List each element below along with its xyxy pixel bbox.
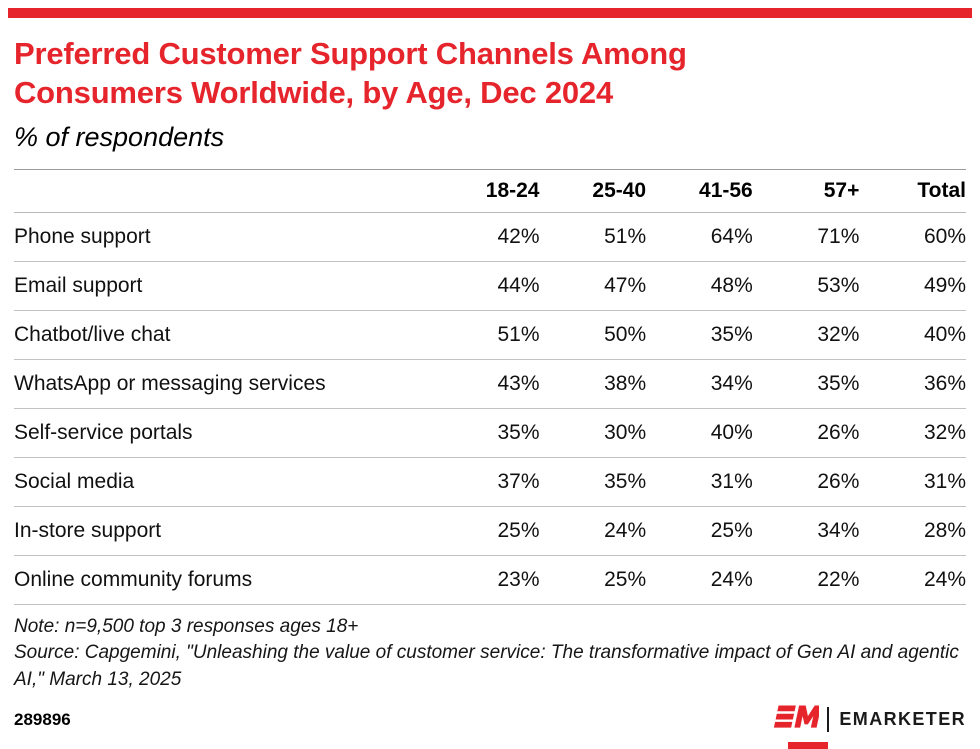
cell-value: 35% <box>432 408 540 459</box>
top-accent-bar <box>8 8 972 18</box>
chart-id: 289896 <box>14 709 71 729</box>
table-row: Phone support 42% 51% 64% 71% 60% <box>14 212 966 263</box>
cell-value: 28% <box>859 506 966 557</box>
cell-value: 44% <box>432 261 540 312</box>
cell-value: 34% <box>646 359 753 410</box>
cell-value: 71% <box>752 212 860 263</box>
cell-value: 37% <box>432 457 540 508</box>
cell-value: 26% <box>752 457 860 508</box>
cell-value: 60% <box>859 212 966 263</box>
bottom-partial-logo-bar <box>788 742 828 749</box>
column-header-spacer <box>14 169 433 214</box>
cell-value: 35% <box>539 457 647 508</box>
cell-value: 40% <box>859 310 966 361</box>
table-header-row: 18-24 25-40 41-56 57+ Total <box>14 169 966 214</box>
row-label: In-store support <box>14 506 433 557</box>
table-row: WhatsApp or messaging services 43% 38% 3… <box>14 359 966 410</box>
cell-value: 31% <box>859 457 966 508</box>
cell-value: 32% <box>859 408 966 459</box>
brand-name: EMARKETER <box>839 709 966 729</box>
cell-value: 31% <box>646 457 753 508</box>
cell-value: 43% <box>432 359 540 410</box>
cell-value: 23% <box>432 555 540 606</box>
row-label: Chatbot/live chat <box>14 310 433 361</box>
row-label: Social media <box>14 457 433 508</box>
cell-value: 36% <box>859 359 966 410</box>
table-row: Self-service portals 35% 30% 40% 26% 32% <box>14 408 966 459</box>
cell-value: 40% <box>646 408 753 459</box>
column-header: Total <box>859 169 966 214</box>
row-label: Online community forums <box>14 555 433 606</box>
cell-value: 64% <box>646 212 753 263</box>
cell-value: 51% <box>539 212 647 263</box>
row-label: Email support <box>14 261 433 312</box>
cell-value: 22% <box>752 555 860 606</box>
cell-value: 30% <box>539 408 647 459</box>
column-header: 25-40 <box>539 169 647 214</box>
cell-value: 24% <box>539 506 647 557</box>
cell-value: 49% <box>859 261 966 312</box>
note-text: Note: n=9,500 top 3 responses ages 18+ <box>14 616 359 638</box>
cell-value: 24% <box>859 555 966 606</box>
row-label: Self-service portals <box>14 408 433 459</box>
data-table: 18-24 25-40 41-56 57+ Total Phone suppor… <box>14 169 966 606</box>
row-label: WhatsApp or messaging services <box>14 359 433 410</box>
page-subtitle: % of respondents <box>14 122 225 153</box>
table-row: Chatbot/live chat 51% 50% 35% 32% 40% <box>14 310 966 361</box>
cell-value: 53% <box>752 261 860 312</box>
cell-value: 34% <box>752 506 860 557</box>
cell-value: 35% <box>646 310 753 361</box>
cell-value: 25% <box>539 555 647 606</box>
column-header: 57+ <box>752 169 860 214</box>
chart-content: Preferred Customer Support Channels Amon… <box>0 18 980 693</box>
footer: 289896 EMARKETER <box>14 704 966 735</box>
page-title-line2: Consumers Worldwide, by Age, Dec 2024 <box>14 75 614 111</box>
column-header: 41-56 <box>646 169 753 214</box>
table-row: Social media 37% 35% 31% 26% 31% <box>14 457 966 508</box>
cell-value: 38% <box>539 359 647 410</box>
row-label: Phone support <box>14 212 433 263</box>
table-row: Email support 44% 47% 48% 53% 49% <box>14 261 966 312</box>
cell-value: 50% <box>539 310 647 361</box>
em-logo-icon <box>773 704 822 735</box>
cell-value: 42% <box>432 212 540 263</box>
table-row: In-store support 25% 24% 25% 34% 28% <box>14 506 966 557</box>
cell-value: 35% <box>752 359 860 410</box>
page-title-line1: Preferred Customer Support Channels Amon… <box>14 36 687 71</box>
column-header: 18-24 <box>432 169 540 214</box>
cell-value: 47% <box>539 261 647 312</box>
table-row: Online community forums 23% 25% 24% 22% … <box>14 555 966 606</box>
notes-block: Note: n=9,500 top 3 responses ages 18+ S… <box>14 614 966 693</box>
emarketer-logo: EMARKETER <box>773 704 966 735</box>
cell-value: 24% <box>646 555 753 606</box>
source-text: Source: Capgemini, "Unleashing the value… <box>14 642 959 690</box>
page-title: Preferred Customer Support Channels Amon… <box>14 34 966 112</box>
cell-value: 32% <box>752 310 860 361</box>
cell-value: 25% <box>432 506 540 557</box>
cell-value: 25% <box>646 506 753 557</box>
logo-divider <box>827 707 830 732</box>
cell-value: 48% <box>646 261 753 312</box>
cell-value: 51% <box>432 310 540 361</box>
cell-value: 26% <box>752 408 860 459</box>
